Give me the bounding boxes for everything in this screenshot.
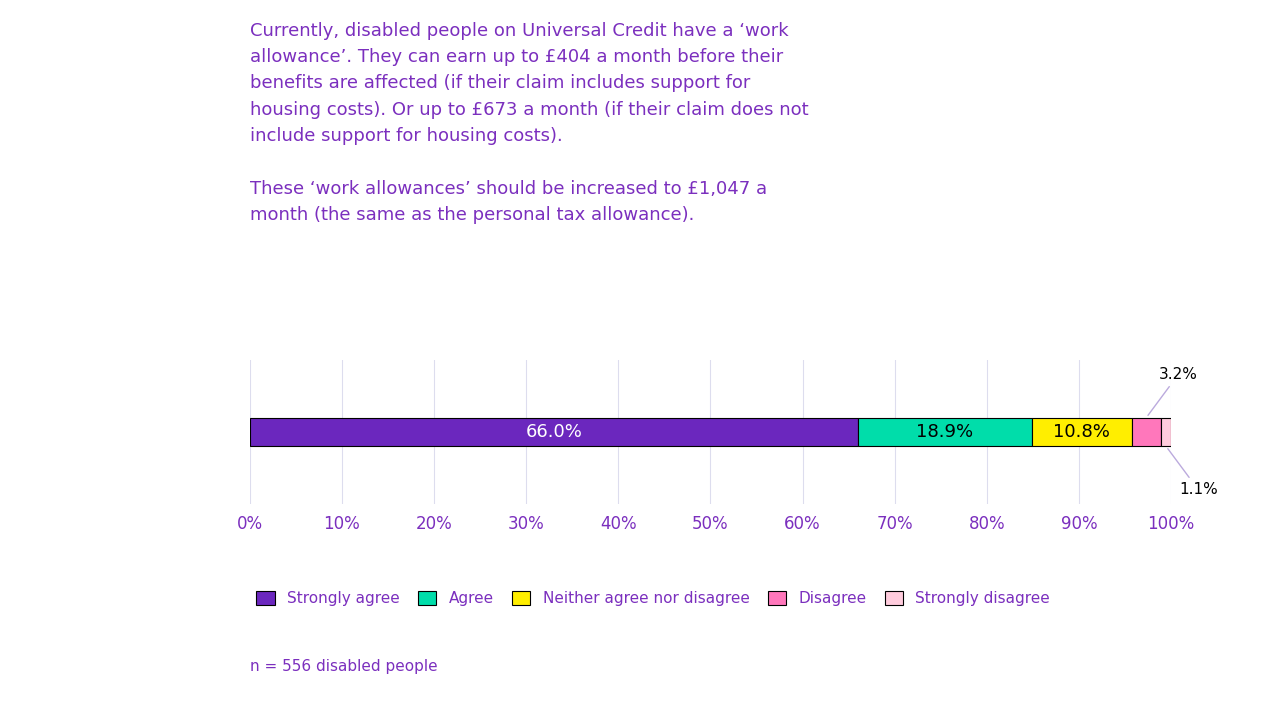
Text: n = 556 disabled people: n = 556 disabled people — [250, 659, 438, 674]
Text: Currently, disabled people on Universal Credit have a ‘work
allowance’. They can: Currently, disabled people on Universal … — [250, 22, 808, 225]
Bar — [1132, 418, 1161, 446]
Bar — [858, 418, 1032, 446]
Text: 1.1%: 1.1% — [1167, 449, 1217, 498]
Bar — [1032, 418, 1132, 446]
Text: 66.0%: 66.0% — [525, 423, 582, 441]
Legend: Strongly agree, Agree, Neither agree nor disagree, Disagree, Strongly disagree: Strongly agree, Agree, Neither agree nor… — [256, 591, 1050, 606]
Text: 3.2%: 3.2% — [1148, 366, 1198, 415]
Bar — [1161, 418, 1171, 446]
Text: 10.8%: 10.8% — [1053, 423, 1110, 441]
Text: 18.9%: 18.9% — [916, 423, 974, 441]
Bar — [250, 418, 858, 446]
